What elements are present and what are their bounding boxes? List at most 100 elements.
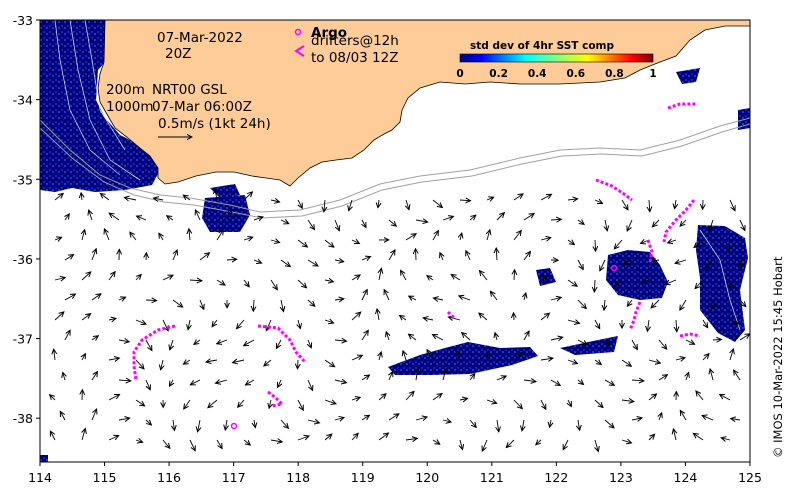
current-vector (550, 297, 561, 300)
current-vector (550, 419, 551, 427)
current-vector (614, 239, 623, 249)
current-vector (54, 193, 63, 201)
current-vector (54, 237, 62, 240)
current-vector (63, 372, 65, 381)
current-vector (409, 296, 417, 300)
current-vector (423, 318, 434, 320)
offshore-contour-lines (54, 20, 741, 331)
sst-data-patches (40, 20, 750, 462)
current-vector (118, 380, 131, 381)
current-vector (298, 199, 302, 208)
current-vector (108, 358, 119, 360)
x-tick-label: 114 (28, 470, 52, 485)
current-vector (162, 439, 170, 448)
current-vector (702, 354, 709, 361)
current-vector (594, 200, 603, 203)
current-vector (451, 275, 461, 281)
current-vector (281, 299, 284, 312)
y-tick-label: -35 (13, 172, 33, 187)
current-vector (137, 216, 147, 220)
current-vector (739, 219, 745, 231)
current-vector (649, 199, 650, 212)
current-vector (523, 380, 536, 382)
current-vector (108, 394, 120, 401)
current-vector (237, 319, 245, 329)
current-vector (709, 219, 713, 231)
current-vector (487, 353, 488, 361)
current-vector (675, 358, 685, 360)
current-vector (215, 189, 217, 201)
x-tick-label: 125 (738, 470, 762, 485)
current-vector (233, 360, 245, 363)
current-vector (513, 194, 523, 201)
current-vector (631, 339, 637, 350)
current-vector (270, 279, 277, 290)
current-vector (466, 251, 470, 261)
current-vector (665, 279, 677, 284)
current-vector (631, 380, 644, 381)
current-vector (712, 339, 721, 340)
current-vector (388, 219, 396, 226)
current-vector (307, 299, 315, 306)
current-vector (495, 333, 497, 341)
current-vector (405, 438, 417, 440)
current-vector (269, 399, 271, 408)
current-vector (216, 380, 228, 383)
plot-area (40, 20, 750, 462)
current-vector (183, 195, 191, 201)
current-vector (377, 309, 379, 321)
current-vector (523, 331, 529, 341)
credit-text: © IMOS 10-Mar-2022 15:45 Hobart (771, 256, 785, 458)
current-vector (416, 249, 417, 261)
current-vector (540, 238, 551, 240)
current-vector (540, 194, 552, 201)
current-vector (253, 217, 263, 220)
current-vector (226, 209, 231, 221)
current-vector (696, 391, 704, 401)
drifters-legend-label: drifters@12h (311, 33, 399, 49)
current-vector (631, 418, 642, 420)
current-vector (64, 294, 75, 301)
current-vector (440, 253, 443, 261)
current-vector (91, 336, 98, 340)
current-vector (384, 290, 390, 301)
current-vector (379, 352, 381, 361)
y-axis: -33 -34 -35 -36 -37 -38 (13, 13, 40, 426)
colorbar-tick-label: 1 (649, 68, 656, 80)
current-vector (189, 439, 195, 451)
contour-1000m-label: 1000m (106, 99, 154, 115)
current-vector (54, 349, 55, 361)
current-vector (550, 337, 563, 340)
current-vector (615, 279, 623, 287)
y-tick-label: -38 (13, 411, 33, 426)
current-vector (442, 420, 451, 422)
current-vector (244, 339, 255, 346)
current-vector (81, 193, 82, 201)
current-vector (253, 260, 262, 263)
drifter-tracks (132, 102, 701, 430)
current-vector (145, 420, 151, 425)
current-vector (324, 359, 335, 367)
current-vector (351, 312, 361, 321)
current-vector (162, 319, 168, 331)
current-vector (208, 399, 218, 408)
x-tick-label: 117 (222, 470, 246, 485)
current-vector (577, 380, 584, 384)
current-vector (401, 270, 407, 281)
current-vector (135, 275, 141, 281)
current-vector (675, 199, 676, 209)
current-vector (334, 299, 344, 300)
current-vector (307, 379, 313, 390)
colorbar-tick-label: 0.6 (566, 68, 585, 80)
current-vector (361, 375, 370, 381)
current-vector (460, 439, 463, 450)
current-vector (409, 334, 417, 341)
current-vector (280, 220, 289, 224)
current-vector (514, 313, 515, 321)
current-vector (100, 193, 110, 201)
current-vector (81, 314, 91, 321)
current-vector (416, 368, 418, 381)
x-tick-label: 119 (351, 470, 375, 485)
current-vector (524, 293, 526, 301)
current-vector (170, 379, 174, 386)
